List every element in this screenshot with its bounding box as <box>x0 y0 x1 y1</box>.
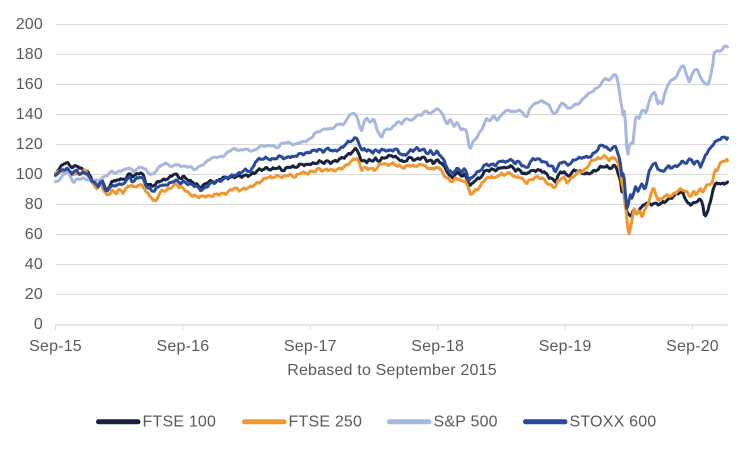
svg-text:S&P 500: S&P 500 <box>434 414 498 431</box>
svg-text:FTSE 100: FTSE 100 <box>143 414 217 431</box>
svg-text:60: 60 <box>25 226 43 243</box>
svg-text:120: 120 <box>16 136 43 153</box>
svg-text:Sep-16: Sep-16 <box>157 338 210 355</box>
svg-text:Sep-18: Sep-18 <box>411 338 464 355</box>
svg-text:100: 100 <box>16 166 43 183</box>
svg-text:Sep-19: Sep-19 <box>539 338 592 355</box>
svg-text:Sep-15: Sep-15 <box>29 338 82 355</box>
svg-text:Sep-20: Sep-20 <box>666 338 719 355</box>
svg-text:140: 140 <box>16 106 43 123</box>
svg-text:200: 200 <box>16 16 43 33</box>
svg-text:FTSE 250: FTSE 250 <box>289 414 363 431</box>
svg-text:40: 40 <box>25 256 43 273</box>
svg-text:80: 80 <box>25 196 43 213</box>
svg-text:Rebased to September 2015: Rebased to September 2015 <box>287 362 497 379</box>
svg-text:20: 20 <box>25 286 43 303</box>
svg-text:STOXX 600: STOXX 600 <box>570 414 657 431</box>
svg-text:160: 160 <box>16 76 43 93</box>
svg-text:0: 0 <box>34 316 43 333</box>
svg-text:180: 180 <box>16 46 43 63</box>
svg-text:Sep-17: Sep-17 <box>284 338 337 355</box>
